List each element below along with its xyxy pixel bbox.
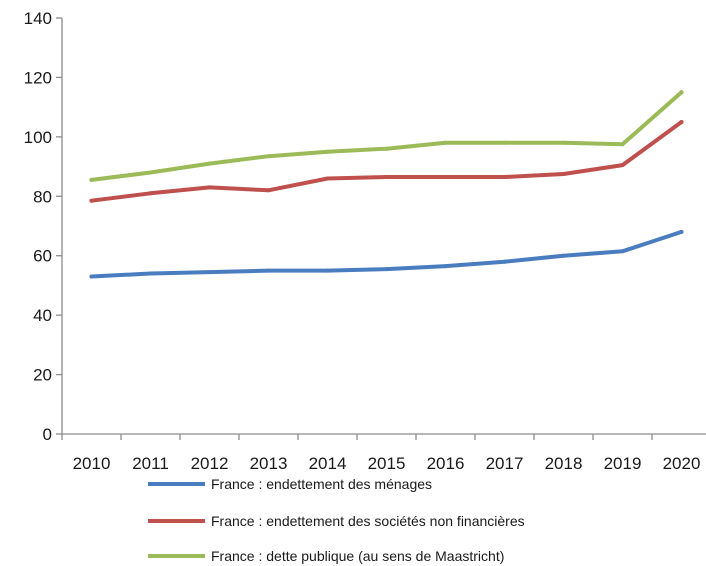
data-point	[89, 177, 94, 182]
data-point	[502, 259, 507, 264]
data-point	[620, 142, 625, 147]
x-tick-label: 2019	[604, 454, 642, 473]
data-point	[325, 176, 330, 181]
data-point	[266, 154, 271, 159]
legend-label: France : dette publique (au sens de Maas…	[211, 548, 504, 564]
legend-label: France : endettement des sociétés non fi…	[211, 513, 525, 529]
x-axis-ticks: 2010 2011 2012 2013 2014 2015 2016 2017 2018 2019…	[61, 434, 701, 473]
data-point	[620, 249, 625, 254]
data-point	[443, 140, 448, 145]
data-point	[266, 188, 271, 193]
data-point	[266, 268, 271, 273]
data-point	[148, 271, 153, 276]
data-point	[561, 253, 566, 258]
data-point	[620, 163, 625, 168]
axes	[61, 18, 706, 435]
data-point	[443, 264, 448, 269]
y-axis-ticks: 0 20 40 60 80 100 120 140	[24, 9, 62, 444]
data-point	[679, 120, 684, 124]
data-point	[561, 140, 566, 145]
y-tick-label: 60	[33, 247, 52, 266]
data-point	[502, 140, 507, 145]
legend-label: France : endettement des ménages	[211, 476, 432, 492]
data-point	[148, 191, 153, 196]
x-tick-label: 2012	[191, 454, 229, 473]
x-tick-label: 2010	[73, 454, 111, 473]
data-point	[89, 274, 94, 279]
series-lines	[89, 90, 684, 279]
data-point	[207, 185, 212, 190]
data-point	[443, 175, 448, 179]
data-point	[325, 149, 330, 154]
x-tick-label: 2015	[368, 454, 406, 473]
y-tick-label: 20	[33, 366, 52, 385]
data-point	[384, 146, 389, 151]
data-point	[561, 172, 566, 176]
data-point	[384, 175, 389, 179]
y-tick-label: 40	[33, 306, 52, 325]
data-point	[679, 229, 684, 234]
data-point	[89, 198, 94, 203]
series-line-2	[89, 90, 684, 182]
data-point	[384, 267, 389, 272]
data-point	[207, 161, 212, 166]
x-tick-label: 2020	[663, 454, 701, 473]
x-tick-label: 2018	[545, 454, 583, 473]
y-tick-label: 120	[24, 68, 52, 87]
series-line-1	[89, 120, 684, 203]
y-tick-label: 0	[43, 425, 52, 444]
legend: France : endettement des ménages France :…	[148, 476, 525, 564]
data-point	[679, 90, 684, 95]
x-tick-label: 2011	[132, 454, 169, 473]
data-point	[502, 175, 507, 179]
data-point	[325, 268, 330, 273]
y-tick-label: 80	[33, 187, 52, 206]
y-tick-label: 100	[24, 128, 52, 147]
x-tick-label: 2014	[309, 454, 347, 473]
x-tick-label: 2017	[486, 454, 524, 473]
x-tick-label: 2016	[427, 454, 465, 473]
data-point	[207, 270, 212, 275]
y-tick-label: 140	[24, 9, 52, 28]
data-point	[148, 170, 153, 175]
x-tick-label: 2013	[250, 454, 288, 473]
